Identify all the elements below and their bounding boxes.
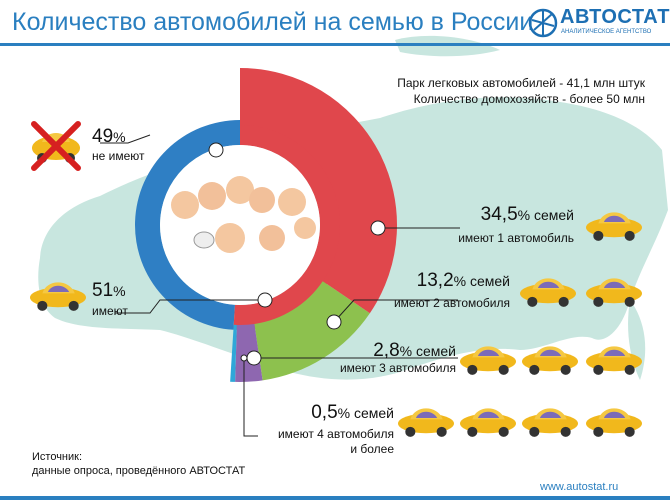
car-icon <box>586 346 642 375</box>
slice-two-cars <box>254 281 370 381</box>
one-car-sub-label: имеют 1 автомобиль <box>458 231 574 245</box>
marker-no-car <box>208 142 224 158</box>
leader-two-cars <box>333 299 458 323</box>
marker-four-cars <box>240 354 248 362</box>
leader-has-car <box>115 299 265 314</box>
family-member <box>259 225 285 251</box>
car-icon <box>398 408 454 437</box>
family-member <box>226 176 254 204</box>
car-icon <box>30 282 86 311</box>
car-icon <box>460 346 516 375</box>
no-car-sub-label: не имеют <box>92 149 145 163</box>
four-cars-pct-label: 0,5% семей <box>311 402 394 423</box>
car-icon <box>586 212 642 241</box>
no-car-pct-label: 49% <box>92 126 126 147</box>
slice-markers <box>208 142 386 366</box>
family-member <box>294 217 316 239</box>
car-icon <box>586 408 642 437</box>
family-member <box>249 187 275 213</box>
car-icon <box>460 408 516 437</box>
autostat-logo: АВТОСТАТ АНАЛИТИЧЕСКОЕ АГЕНТСТВО <box>528 4 670 42</box>
site-url[interactable]: www.autostat.ru <box>540 481 619 493</box>
header-stats: Парк легковых автомобилей - 41,1 млн шту… <box>300 75 645 107</box>
logo-tagline: АНАЛИТИЧЕСКОЕ АГЕНТСТВО <box>561 29 652 35</box>
two-cars-pct-label: 13,2% семей <box>416 270 510 291</box>
has-car-pct-label: 51% <box>92 280 126 301</box>
four-cars-sub-label-2: и более <box>350 442 394 456</box>
family-dog <box>193 231 215 249</box>
three-cars-pct-label: 2,8% семей <box>373 340 456 361</box>
source-text: данные опроса, проведённого АВТОСТАТ <box>32 465 246 477</box>
marker-two-cars <box>326 314 342 330</box>
title-underline <box>0 43 670 46</box>
source-note: Источник: данные опроса, проведённого АВ… <box>32 450 245 478</box>
one-car-pct-label: 34,5% семей <box>480 204 574 225</box>
family-illustration <box>171 176 316 253</box>
logo-name: АВТОСТАТ <box>560 6 670 28</box>
family-member <box>198 182 226 210</box>
two-cars-sub-label: имеют 2 автомобиля <box>393 296 510 310</box>
family-member <box>278 188 306 216</box>
pie-center <box>160 145 320 305</box>
marker-one-car <box>370 220 386 236</box>
marker-has-car <box>257 292 273 308</box>
slice-no-car <box>134 120 240 330</box>
households-stat: Количество домохозяйств - более 50 млн <box>413 92 645 106</box>
slice-has-car <box>233 120 345 330</box>
car-icon <box>522 346 578 375</box>
source-label: Источник: <box>32 451 83 463</box>
four-cars-sub-label: имеют 4 автомобиля <box>277 427 394 441</box>
car-icon <box>520 278 576 307</box>
three-cars-sub-label: имеют 3 автомобиля <box>339 361 456 375</box>
slice-one-car <box>240 68 398 314</box>
leader-lines <box>100 134 460 437</box>
has-car-sub-label: имеют <box>92 304 128 318</box>
family-member <box>171 191 199 219</box>
slice-four-cars <box>230 324 237 382</box>
leader-no-car <box>100 134 151 144</box>
marker-three-cars <box>246 350 262 366</box>
bottom-rule <box>0 496 670 500</box>
car-icon <box>522 408 578 437</box>
page-title: Количество автомобилей на семью в России <box>12 8 534 36</box>
car-icon <box>586 278 642 307</box>
logo-globe-icon <box>528 8 558 38</box>
fleet-stat: Парк легковых автомобилей - 41,1 млн шту… <box>397 76 645 90</box>
family-member <box>215 223 245 253</box>
crossed-car-icon <box>31 121 81 171</box>
map-island <box>395 35 500 57</box>
leader-four-cars <box>243 358 258 437</box>
